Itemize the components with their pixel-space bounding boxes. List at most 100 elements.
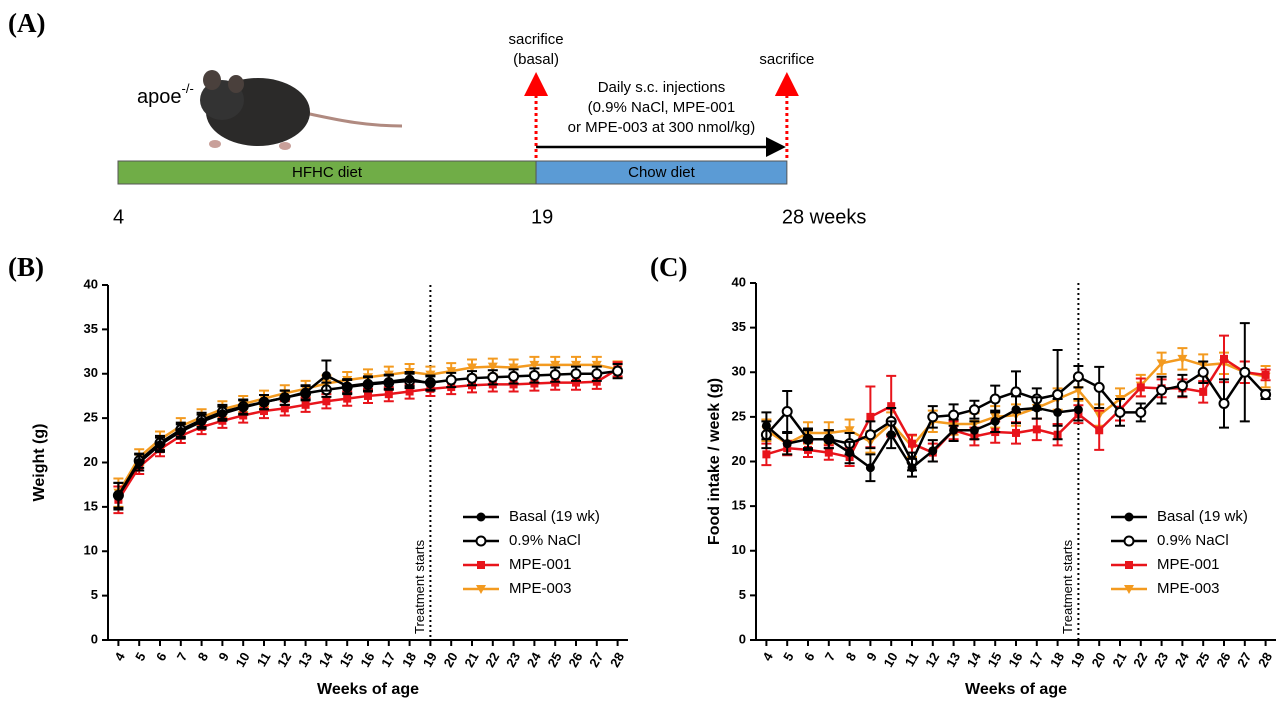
x-tick-label: 13 [943, 650, 963, 670]
y-axis-title: Food intake / week (g) [706, 378, 723, 545]
marker [907, 463, 917, 473]
marker [343, 394, 352, 403]
sacrifice-label: (basal) [513, 51, 559, 68]
marker [487, 362, 498, 372]
x-tick-label: 8 [195, 650, 212, 664]
marker [529, 360, 540, 370]
marker [445, 374, 457, 386]
marker [591, 368, 603, 380]
x-tick-label: 23 [1151, 650, 1171, 670]
marker [824, 448, 833, 457]
x-tick-label: 11 [254, 650, 274, 669]
marker [968, 404, 980, 416]
x-tick-label: 17 [378, 650, 398, 670]
marker [1053, 407, 1063, 417]
marker [1156, 384, 1168, 396]
x-tick-label: 19 [420, 650, 440, 670]
y-tick-label: 30 [84, 365, 98, 380]
x-tick-label: 27 [1234, 650, 1254, 670]
x-tick-label: 25 [545, 650, 565, 670]
legend-marker [477, 561, 485, 569]
marker [528, 370, 540, 382]
x-tick-label: 20 [1089, 650, 1109, 670]
panel-label: (A) [8, 8, 45, 38]
x-tick-label: 7 [822, 650, 839, 664]
marker [280, 404, 289, 413]
x-axis-title: Weeks of age [317, 681, 419, 698]
y-axis-title: Weight (g) [31, 424, 48, 502]
x-tick-label: 15 [985, 650, 1005, 670]
legend-entry: Basal (19 wk) [463, 508, 600, 525]
x-tick-label: 19 [1068, 650, 1088, 670]
strain-label: apoe-/- [137, 81, 194, 108]
y-tick-label: 30 [732, 364, 746, 379]
diet-label: Chow diet [628, 164, 696, 181]
marker [487, 371, 499, 383]
injection-label: or MPE-003 at 300 nmol/kg) [568, 119, 756, 136]
marker [384, 390, 393, 399]
legend-marker [1125, 561, 1133, 569]
marker [508, 363, 519, 373]
marker [948, 409, 960, 421]
marker [1135, 406, 1147, 418]
marker [1220, 354, 1228, 363]
x-tick-label: 12 [274, 650, 294, 670]
x-tick-label: 6 [801, 650, 818, 664]
marker [260, 407, 268, 416]
x-tick-label: 18 [1047, 650, 1067, 670]
series-line [117, 374, 431, 497]
marker [217, 409, 227, 419]
x-tick-label: 17 [1026, 650, 1046, 670]
marker [824, 434, 834, 444]
marker [364, 391, 372, 400]
y-tick-label: 5 [91, 587, 98, 602]
y-tick-label: 35 [84, 321, 98, 336]
marker [1032, 403, 1042, 413]
marker [342, 381, 352, 391]
marker [1114, 406, 1126, 418]
marker [259, 397, 269, 407]
marker [782, 439, 792, 449]
marker [865, 463, 875, 473]
marker [1197, 366, 1209, 378]
marker [761, 421, 771, 431]
legend-label: 0.9% NaCl [1157, 532, 1229, 549]
marker [908, 439, 916, 448]
diet-segment [535, 160, 788, 185]
x-tick-label: 5 [132, 650, 149, 664]
marker [321, 371, 331, 381]
legend-marker [1124, 512, 1134, 522]
x-tick-label: 9 [215, 650, 232, 664]
legend-marker [476, 585, 486, 594]
x-tick-label: 21 [1109, 650, 1129, 670]
marker [1156, 359, 1167, 369]
marker [886, 430, 896, 440]
series [113, 359, 436, 511]
marker [549, 369, 561, 381]
marker [1176, 380, 1188, 392]
marker [1093, 381, 1105, 393]
marker [363, 379, 373, 389]
x-tick-label: 22 [482, 650, 502, 670]
x-tick-label: 24 [524, 649, 545, 670]
y-tick-label: 25 [84, 410, 98, 425]
marker [844, 426, 855, 436]
strain: apoe [137, 86, 182, 108]
marker [990, 416, 1000, 426]
x-tick-label: 20 [441, 650, 461, 670]
legend-entry: MPE-001 [1111, 556, 1220, 573]
sacrifice-label: sacrifice [759, 51, 814, 68]
x-tick-label: 14 [964, 649, 985, 670]
marker [1261, 370, 1270, 379]
x-tick-label: 18 [399, 650, 419, 670]
marker [1011, 405, 1021, 415]
y-tick-label: 10 [84, 543, 98, 558]
legend-label: MPE-003 [1157, 580, 1220, 597]
marker [949, 425, 959, 435]
annotation: Treatment starts [412, 539, 427, 634]
marker [467, 363, 477, 373]
panel-label: (B) [8, 252, 44, 282]
x-tick-label: 10 [881, 650, 901, 670]
marker [866, 412, 875, 421]
legend-label: MPE-001 [509, 556, 572, 573]
